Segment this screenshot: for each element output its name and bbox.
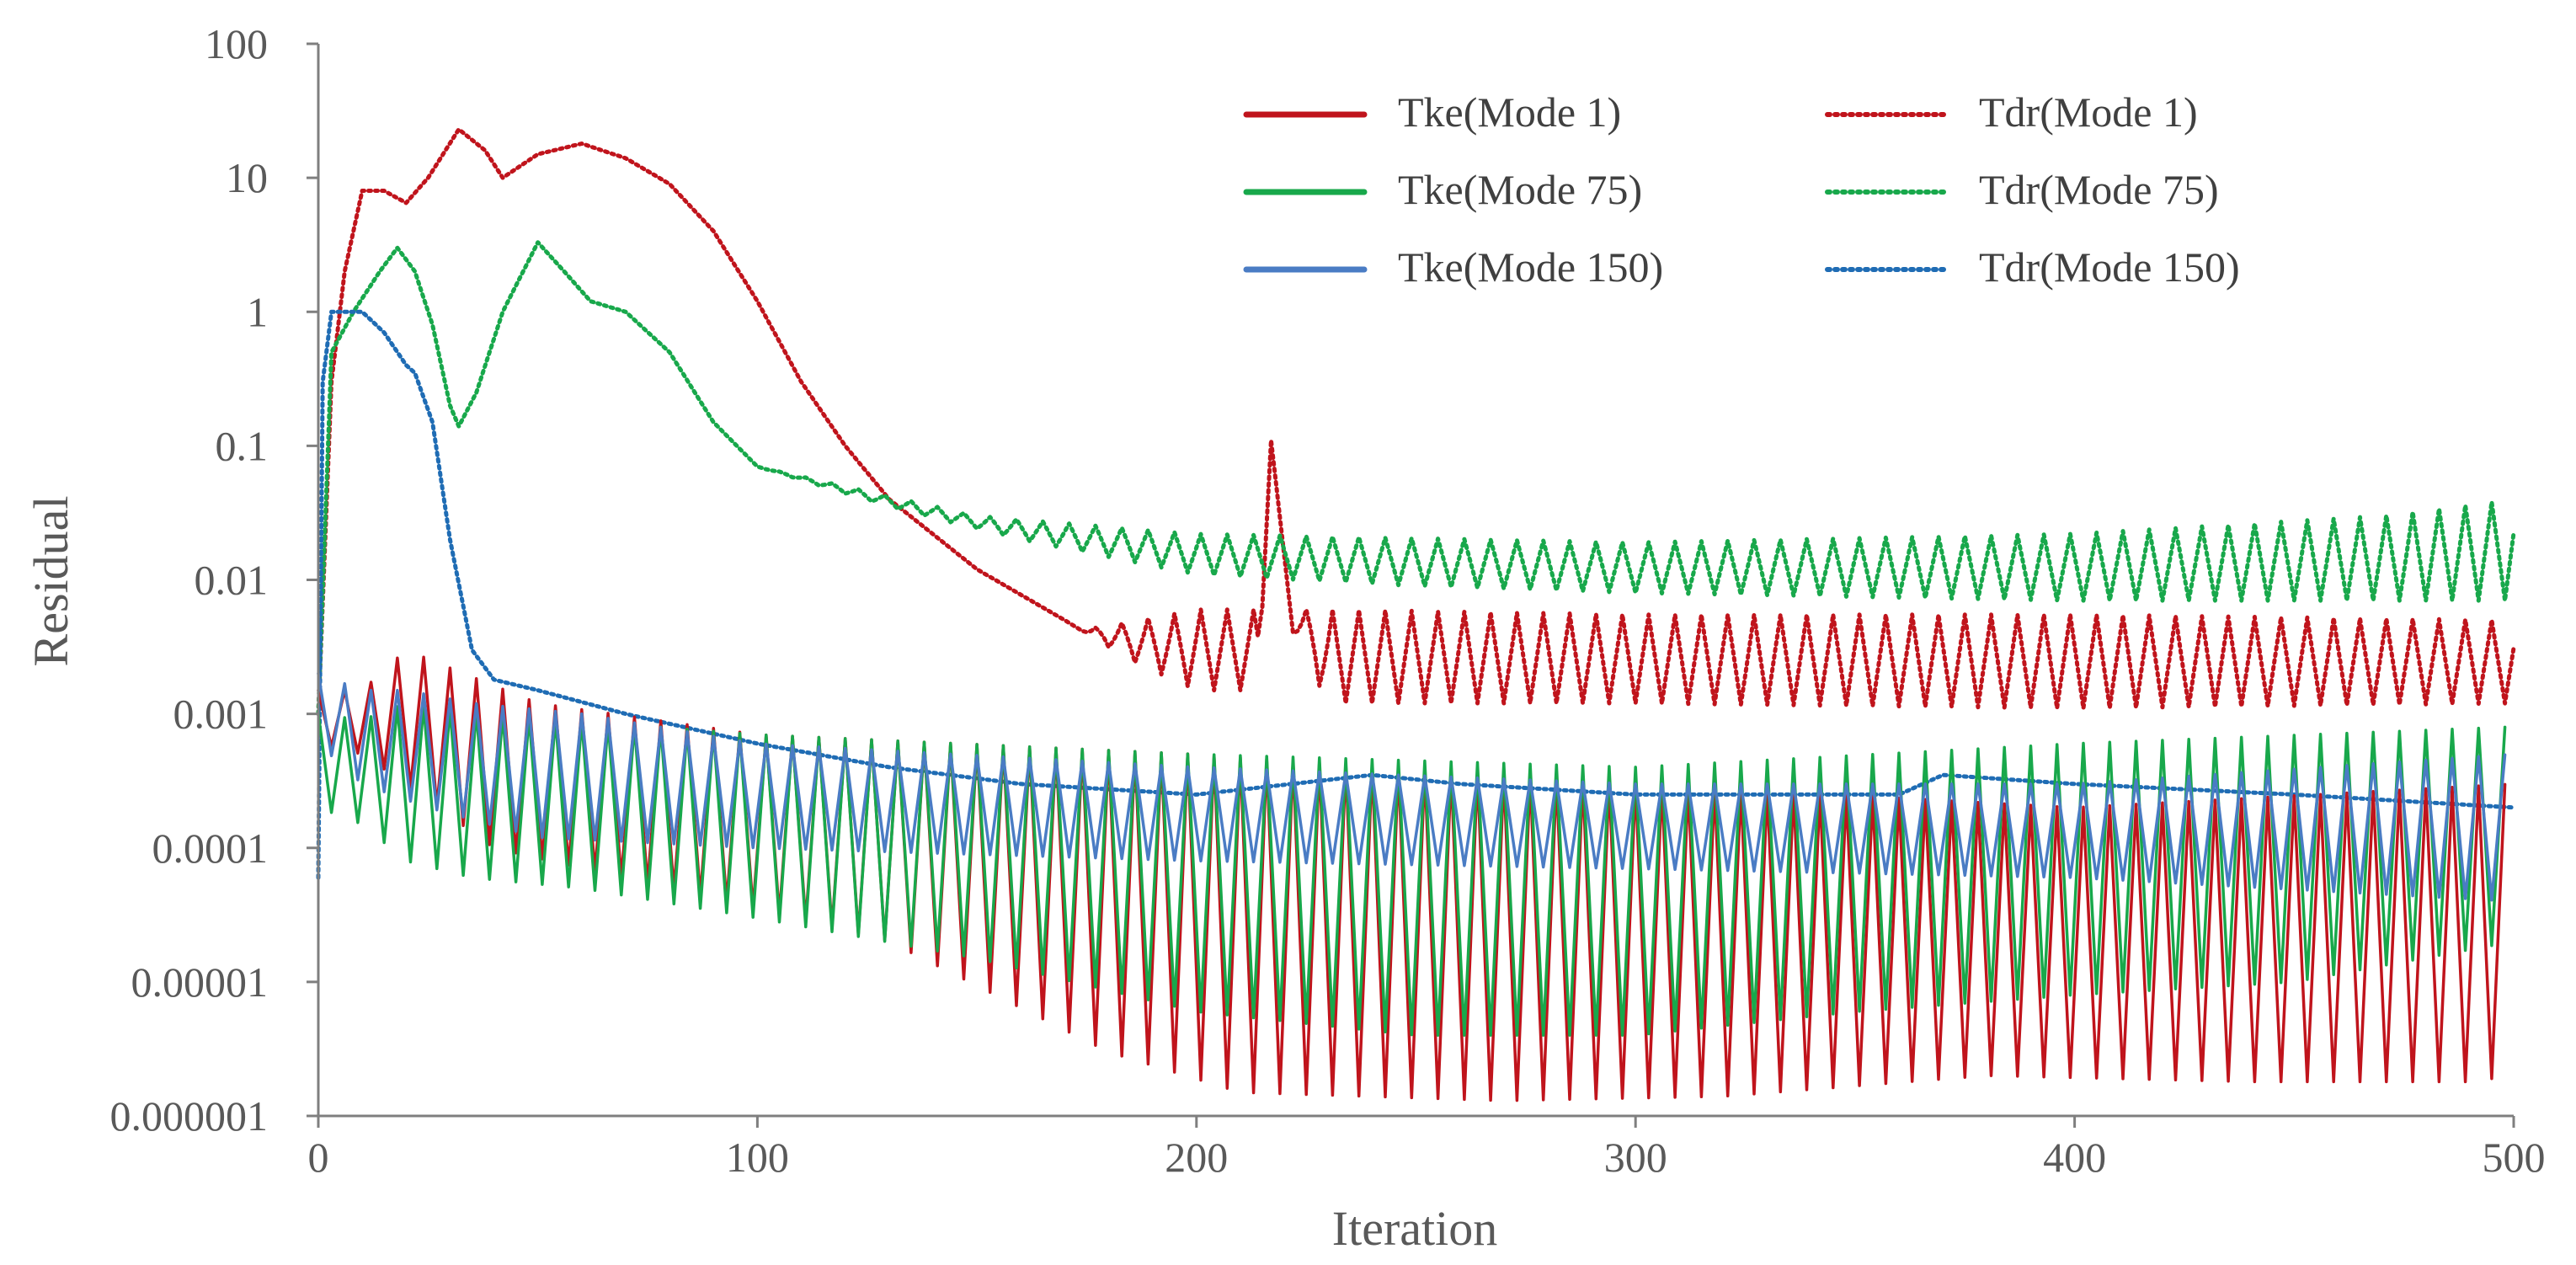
y-tick-label: 0.00001 [131, 958, 269, 1006]
x-tick-label: 500 [2483, 1134, 2546, 1181]
y-tick-label: 0.01 [195, 557, 269, 604]
y-tick-label: 0.1 [216, 422, 269, 469]
legend-label-tdr-mode-75: Tdr(Mode 75) [1979, 166, 2219, 213]
y-axis-title: Residual [24, 496, 78, 667]
y-tick-label: 1 [247, 288, 268, 335]
series-tdr-mode-75-line [316, 240, 2516, 717]
legend-label-tdr-mode-1: Tdr(Mode 1) [1979, 88, 2198, 136]
series-tdr-mode-150-line [316, 309, 2516, 880]
plot-area [316, 127, 2516, 1102]
legend-label-tke-mode-75: Tke(Mode 75) [1398, 166, 1642, 213]
x-tick-label: 100 [726, 1134, 789, 1181]
legend-label-tke-mode-150: Tke(Mode 150) [1398, 243, 1663, 291]
y-tick-label: 10 [226, 154, 268, 201]
y-tick-label: 0.000001 [110, 1092, 269, 1140]
x-ticks: 0 100 200 300 400 500 [308, 1116, 2546, 1181]
y-tick-label: 0.0001 [152, 825, 269, 872]
x-tick-label: 300 [1604, 1134, 1667, 1181]
x-axis-title: Iteration [1332, 1201, 1497, 1256]
series-tdr-mode-1-line [316, 127, 2516, 717]
y-tick-label: 100 [205, 20, 268, 67]
y-tick-label: 0.001 [173, 691, 269, 738]
legend: Tke(Mode 1) Tdr(Mode 1) Tke(Mode 75) Tdr(Mo… [1243, 88, 2240, 291]
x-tick-label: 400 [2043, 1134, 2106, 1181]
x-tick-label: 0 [308, 1134, 329, 1181]
x-tick-label: 200 [1165, 1134, 1228, 1181]
legend-label-tke-mode-1: Tke(Mode 1) [1398, 88, 1621, 136]
y-ticks: 0.000001 0.00001 0.0001 0.001 0.01 0.1 1 10 100 [110, 20, 318, 1140]
legend-label-tdr-mode-150: Tdr(Mode 150) [1979, 243, 2240, 291]
series-tke-mode-150-line [317, 671, 2507, 902]
